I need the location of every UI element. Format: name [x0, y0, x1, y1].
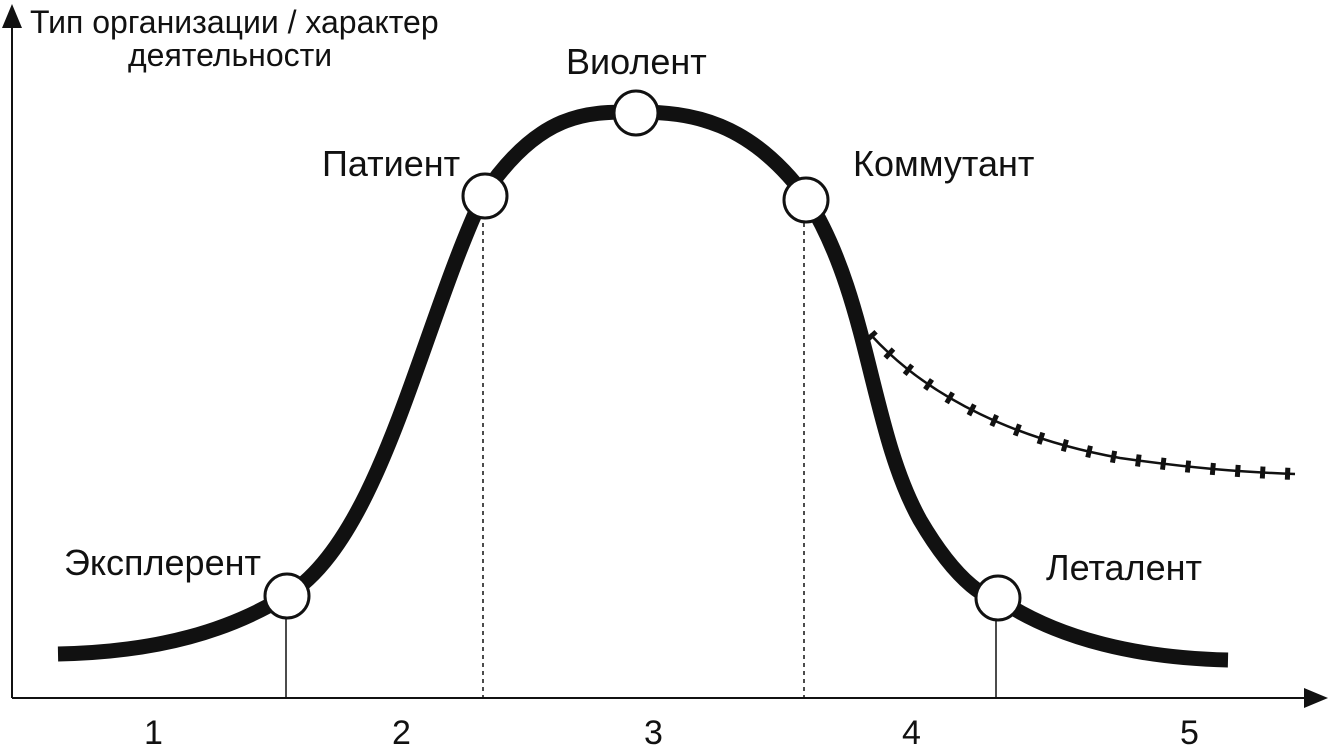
label-patient: Патиент	[322, 143, 460, 184]
phase-number-4: 4	[902, 714, 921, 748]
y-axis-label-line1: Тип организации / характер	[30, 4, 439, 40]
phase-number-3: 3	[644, 714, 663, 748]
y-axis-label-line2: деятельности	[128, 37, 332, 73]
node-violent	[612, 89, 660, 137]
label-explerent: Эксплерент	[64, 542, 261, 583]
alternate-branch-hatching	[865, 329, 1296, 480]
node-patient	[461, 172, 509, 220]
phase-number-1: 1	[144, 714, 163, 748]
label-commutant: Коммутант	[853, 143, 1034, 184]
node-commutant	[782, 176, 830, 224]
node-explerent	[263, 572, 311, 620]
node-letalent	[974, 574, 1022, 622]
alternate-branch-line	[869, 333, 1296, 476]
label-violent: Виолент	[566, 41, 707, 82]
phase-number-2: 2	[392, 714, 411, 748]
label-letalent: Леталент	[1046, 547, 1202, 588]
phase-number-5: 5	[1180, 714, 1199, 748]
